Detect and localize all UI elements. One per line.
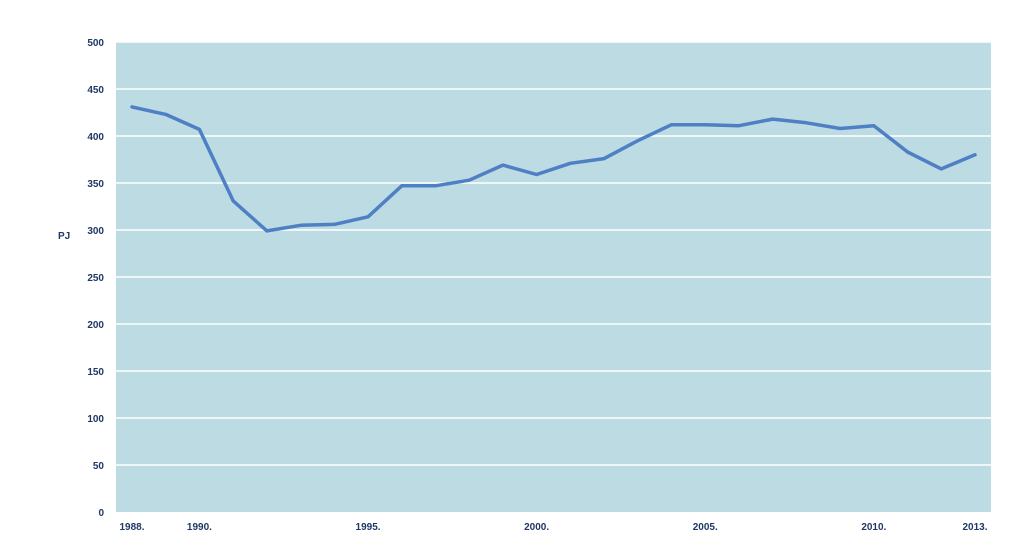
data-point <box>805 121 808 125</box>
x-tick-label: 2000. <box>524 522 549 533</box>
data-point <box>198 128 201 131</box>
data-point <box>940 167 943 171</box>
data-point <box>602 157 606 160</box>
data-point <box>231 199 235 203</box>
series-line <box>130 105 977 233</box>
data-point <box>535 173 538 176</box>
y-tick-label: 250 <box>87 273 104 284</box>
y-tick-label: 50 <box>93 461 105 472</box>
x-tick-label: 2005. <box>693 522 718 533</box>
data-point <box>130 105 134 109</box>
data-point <box>636 139 639 142</box>
x-tick-label: 2010. <box>861 522 886 533</box>
data-point <box>838 127 842 130</box>
x-tick-label: 1990. <box>187 522 212 533</box>
data-point <box>299 224 302 227</box>
data-point <box>501 163 505 167</box>
y-axis-label: PJ <box>58 231 70 242</box>
data-point <box>872 124 876 127</box>
data-point <box>973 153 977 156</box>
data-point <box>771 117 774 121</box>
y-tick-label: 450 <box>87 85 104 96</box>
x-tick-label: 1995. <box>356 522 381 533</box>
y-tick-label: 300 <box>87 226 104 237</box>
data-point <box>906 150 909 154</box>
data-point <box>164 113 167 116</box>
y-tick-label: 350 <box>87 179 104 190</box>
data-point <box>366 215 370 219</box>
gridlines <box>116 41 991 466</box>
data-point <box>468 178 471 182</box>
x-tick-label: 1988. <box>119 522 144 533</box>
data-point <box>670 123 673 126</box>
y-tick-label: 500 <box>87 38 104 49</box>
data-point <box>400 184 403 188</box>
x-axis-ticks: 1988. 1990. 1995. 2000. 2005. 2010. 2013. <box>119 522 987 533</box>
y-tick-label: 200 <box>87 320 104 331</box>
y-tick-label: 150 <box>87 367 104 378</box>
data-point <box>265 229 269 233</box>
data-point <box>704 123 707 126</box>
series-points <box>130 105 977 233</box>
y-axis-ticks: 0 50 100 150 200 250 300 350 400 450 500 <box>87 38 104 519</box>
y-tick-label: 100 <box>87 414 104 425</box>
data-point <box>737 124 741 127</box>
data-point <box>333 223 336 226</box>
y-tick-label: 400 <box>87 132 104 143</box>
data-point <box>434 184 437 188</box>
data-point <box>569 162 572 165</box>
x-tick-label: 2013. <box>962 522 987 533</box>
y-tick-label: 0 <box>98 508 104 519</box>
